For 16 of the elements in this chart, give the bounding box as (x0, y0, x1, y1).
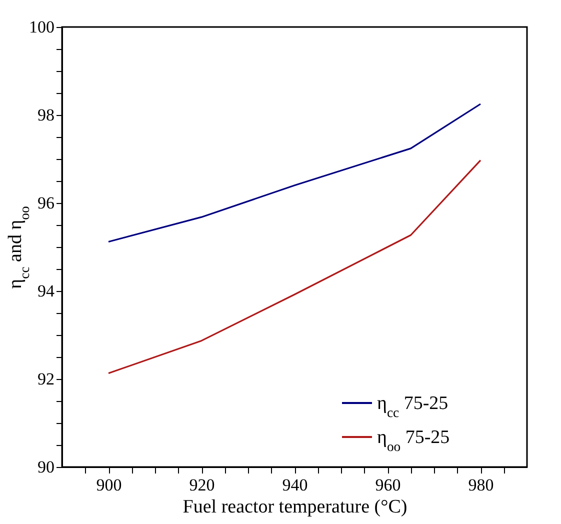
x-tick-label: 980 (468, 476, 494, 494)
y-tick-label: 96 (38, 194, 54, 212)
y-tick-label: 94 (38, 282, 55, 300)
y-tick-label: 98 (38, 106, 54, 124)
y-tick-label: 90 (38, 458, 54, 476)
x-tick-label: 960 (375, 476, 401, 494)
x-tick-label: 940 (282, 476, 308, 494)
x-tick-label: 900 (96, 476, 122, 494)
y-tick-label: 92 (38, 370, 54, 388)
x-axis-title: Fuel reactor temperature (°C) (182, 496, 408, 518)
line-series (108, 103, 482, 243)
legend-label: η$_{oo}$ 75-25 (377, 427, 450, 454)
line-series (108, 160, 482, 374)
y-tick-label: 100 (29, 18, 54, 36)
x-tick-label: 920 (189, 476, 215, 494)
legend-label: η$_{cc}$ 75-25 (377, 393, 448, 420)
